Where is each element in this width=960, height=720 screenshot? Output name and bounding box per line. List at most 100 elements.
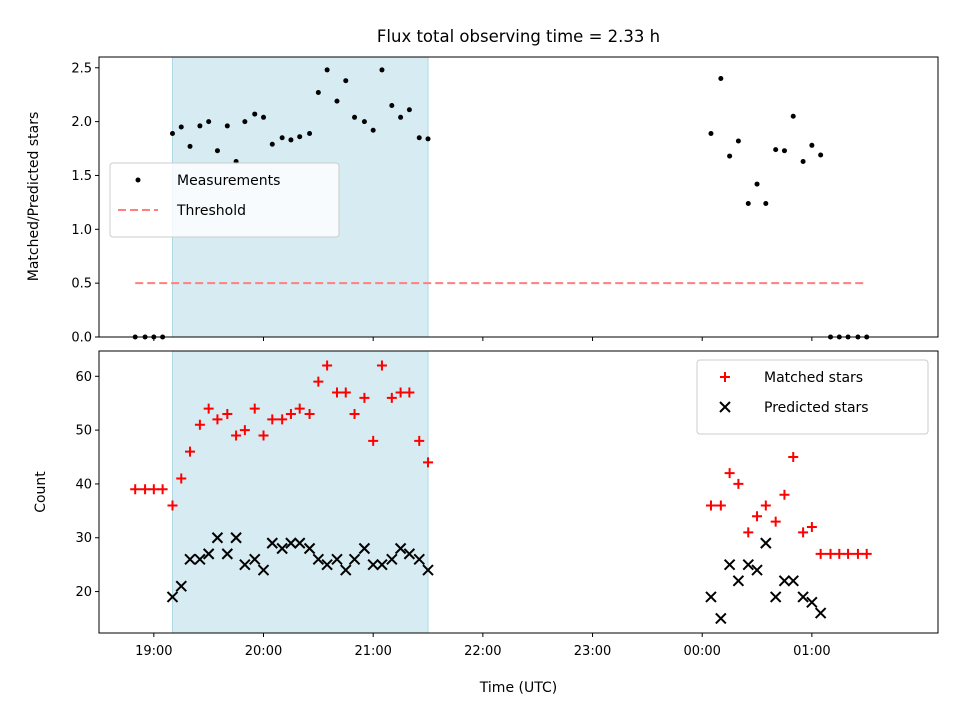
bottom-point (705, 591, 717, 603)
x-tick-label: 22:00 (464, 644, 501, 659)
bottom-point (769, 591, 782, 603)
bottom-point (367, 558, 379, 571)
bottom-point (787, 575, 799, 587)
top-point (206, 119, 212, 125)
bottom-point (358, 542, 371, 555)
bottom-point (423, 457, 434, 468)
bottom-point (221, 548, 234, 560)
bottom-point (194, 419, 205, 430)
top-point (389, 102, 395, 108)
bottom-point (340, 387, 351, 398)
top-point (343, 78, 349, 84)
top-point (745, 200, 751, 206)
chart-title: Flux total observing time = 2.33 h (377, 27, 660, 46)
top-point (718, 76, 724, 82)
top-axes-frame (98, 56, 939, 338)
bottom-point (202, 548, 215, 560)
top-panel: 0.0 0.5 1.0 1.5 2.0 2.5 Measurements Threshold (71, 56, 939, 346)
bottom-point (349, 408, 360, 419)
top-point (763, 200, 769, 206)
top-y-tick-label: 0.5 (71, 277, 92, 292)
top-point (800, 158, 806, 164)
x-axis-label: Time (UTC) (479, 680, 557, 696)
top-legend-box (109, 162, 340, 238)
bottom-point (321, 558, 333, 571)
top-y-tick-label: 2.0 (71, 115, 92, 130)
bottom-point (184, 553, 196, 565)
top-point (297, 134, 303, 140)
top-point (315, 90, 321, 96)
bottom-point (203, 403, 214, 414)
top-point (324, 67, 330, 73)
top-point (178, 124, 184, 130)
x-tick-label: 19:00 (135, 644, 172, 659)
bottom-point (368, 435, 379, 446)
bottom-point (723, 558, 736, 571)
bottom-point (395, 387, 406, 398)
bottom-series-predicted-stars (166, 532, 827, 625)
bottom-point (760, 500, 771, 511)
top-point (169, 130, 175, 136)
bottom-point (724, 468, 735, 479)
bottom-point (293, 537, 306, 549)
bottom-point (751, 564, 763, 576)
bottom-point (422, 564, 434, 576)
bottom-point (167, 500, 178, 511)
bottom-point (340, 564, 352, 576)
bottom-series-matched-stars (130, 360, 872, 559)
bottom-point (715, 612, 727, 625)
bottom-point (705, 500, 716, 511)
bottom-y-tick-label: 50 (75, 424, 92, 439)
bottom-point (157, 484, 168, 495)
bottom-point (778, 575, 791, 587)
bottom-y-tick-label: 30 (75, 531, 92, 546)
bottom-point (359, 392, 370, 403)
bottom-point (222, 408, 233, 419)
top-legend-swatch (135, 177, 141, 183)
bottom-legend-swatch (719, 401, 731, 413)
top-point (790, 113, 796, 119)
top-point (818, 152, 824, 158)
bottom-point (331, 387, 342, 398)
bottom-point (770, 516, 781, 527)
bottom-point (267, 414, 278, 425)
top-point (727, 153, 733, 159)
bottom-point (834, 548, 845, 559)
bottom-point (404, 387, 415, 398)
bottom-point (798, 527, 809, 538)
top-legend-label: Measurements (177, 173, 280, 189)
bottom-panel: 20 30 40 50 60 19:00 20:00 21:00 22:00 23:00 00:00… (75, 350, 939, 659)
top-point (708, 130, 714, 136)
bottom-point (376, 558, 388, 571)
bottom-point (715, 500, 726, 511)
bottom-point (312, 553, 325, 565)
bottom-point (331, 553, 343, 565)
bottom-y-tick-label: 60 (75, 370, 92, 385)
bottom-point (249, 403, 260, 414)
top-legend-label: Threshold (176, 203, 246, 219)
top-point (279, 135, 285, 141)
top-y-tick-label: 2.5 (71, 61, 92, 76)
bottom-observing-span (171, 350, 429, 634)
top-point (261, 114, 267, 120)
bottom-point (258, 430, 269, 441)
top-point (735, 138, 741, 144)
x-tick-label: 00:00 (683, 644, 720, 659)
bottom-point (732, 575, 745, 587)
top-point (187, 143, 193, 149)
bottom-point (806, 596, 818, 609)
bottom-point (743, 527, 754, 538)
bottom-point (394, 542, 407, 555)
top-point (252, 111, 258, 117)
bottom-legend-swatch (720, 372, 730, 382)
bottom-point (386, 392, 397, 403)
top-y-tick-label: 1.5 (71, 169, 92, 184)
top-point (370, 127, 376, 133)
bottom-legend-label: Matched stars (764, 370, 863, 386)
top-point (197, 123, 203, 129)
bottom-point (861, 548, 872, 559)
bottom-point (277, 414, 288, 425)
top-point (781, 148, 787, 154)
top-y-axis-label: Matched/Predicted stars (26, 112, 42, 282)
bottom-point (376, 360, 387, 371)
